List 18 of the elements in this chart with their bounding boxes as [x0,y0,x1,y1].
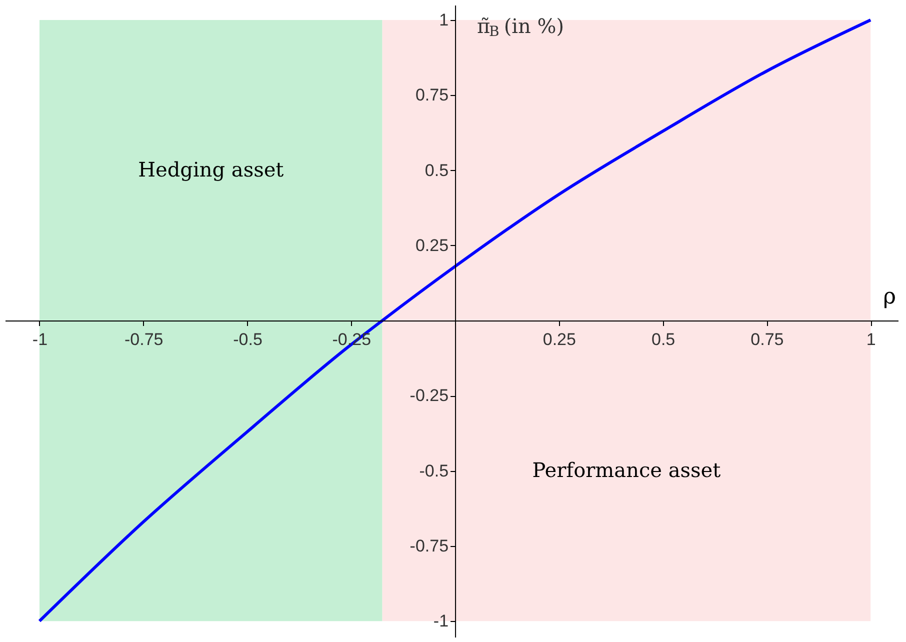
x-tick-label: 0.25 [542,330,576,350]
y-tick-label: 0.5 [424,160,449,180]
x-tick-label: 1 [866,330,876,350]
y-tick-label: 0.75 [415,86,449,105]
x-tick-label: -0.75 [124,330,164,350]
y-tick-label: 0.25 [415,236,449,255]
y-tick-label: -0.75 [410,536,449,556]
y-tick-label: 1 [439,10,449,30]
y-tick-label: -1 [433,612,449,631]
x-tick-label: -0.5 [233,330,262,350]
y-tick-label: -0.25 [410,386,449,406]
x-axis-title: ρ [883,284,896,310]
band-label: Hedging asset [138,157,284,182]
band-label: Performance asset [532,458,721,482]
x-tick-label: 0.5 [651,330,676,350]
y-tick-label: -0.5 [419,461,449,480]
x-tick-label: 0.75 [750,330,784,350]
x-tick-label: -1 [32,330,48,350]
